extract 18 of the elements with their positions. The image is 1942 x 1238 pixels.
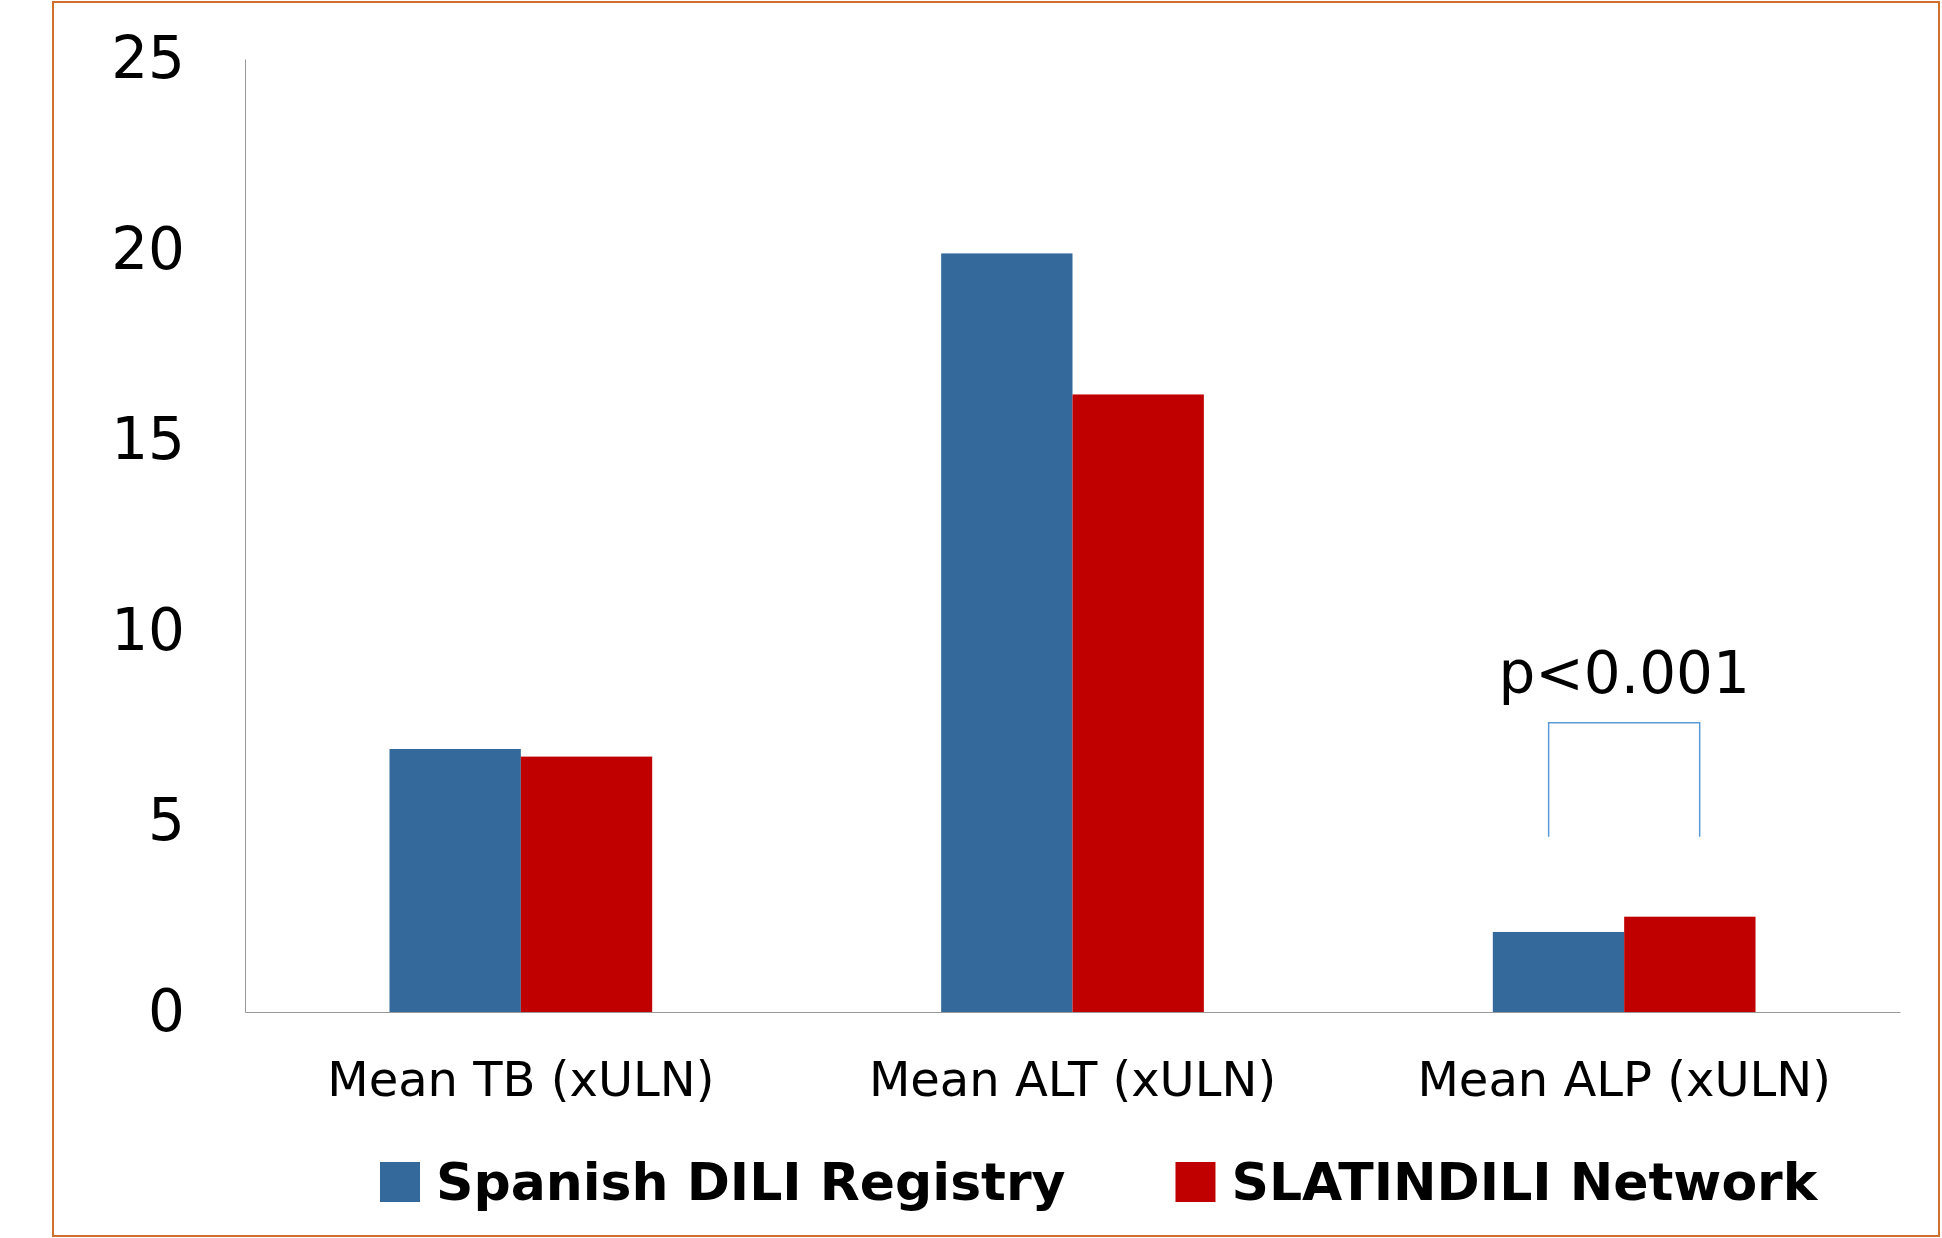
x-tick-label: Mean TB (xULN) — [327, 1051, 715, 1108]
x-tick-label: Mean ALP (xULN) — [1417, 1051, 1831, 1108]
y-tick-label: 15 — [111, 405, 185, 474]
legend-label: SLATINDILI Network — [1231, 1152, 1819, 1212]
annotation: p<0.001 — [1498, 638, 1750, 707]
bar — [941, 253, 1073, 1012]
bar — [389, 748, 521, 1012]
bar — [1492, 931, 1625, 1012]
y-tick-label: 0 — [148, 977, 185, 1046]
bar — [1624, 916, 1756, 1012]
bar — [520, 756, 653, 1012]
y-tick-label: 10 — [111, 595, 185, 664]
y-tick-label: 5 — [148, 786, 185, 855]
bar — [1072, 394, 1204, 1012]
y-tick-label: 25 — [111, 24, 185, 93]
legend-label: Spanish DILI Registry — [436, 1152, 1066, 1212]
y-tick-label: 20 — [111, 214, 185, 283]
x-tick-label: Mean ALT (xULN) — [868, 1051, 1277, 1108]
